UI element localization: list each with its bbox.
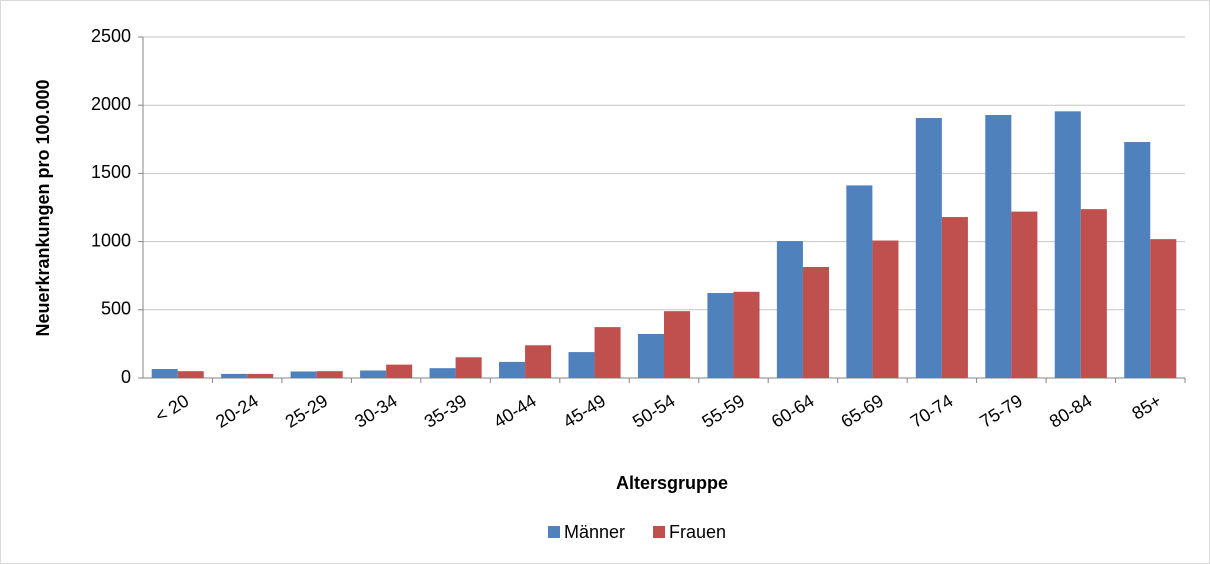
bar — [802, 266, 829, 378]
legend-swatch — [548, 526, 560, 538]
bar — [1054, 111, 1081, 378]
bar — [1150, 239, 1177, 378]
legend-swatch — [653, 526, 666, 538]
bar — [664, 311, 691, 378]
bar — [1124, 142, 1151, 378]
bar — [568, 352, 595, 378]
bar — [290, 371, 317, 378]
bar — [525, 345, 552, 378]
bar — [386, 364, 413, 378]
legend-label: Frauen — [669, 522, 726, 542]
bar — [499, 361, 526, 378]
y-tick-label: 500 — [101, 299, 131, 319]
legend-label: Männer — [564, 522, 625, 542]
y-tick-label: 1000 — [91, 230, 131, 250]
y-tick-label: 0 — [121, 367, 131, 387]
bar — [429, 368, 456, 378]
bar — [985, 115, 1012, 378]
bar — [316, 371, 343, 378]
bar — [915, 118, 942, 378]
bar — [360, 370, 387, 378]
y-tick-label: 2500 — [91, 26, 131, 46]
bar — [1011, 211, 1038, 378]
bar — [221, 373, 248, 378]
bar — [941, 217, 968, 378]
bar — [872, 240, 899, 378]
y-axis-title: Neuerkrankungen pro 100.000 — [33, 79, 53, 336]
x-axis-title: Altersgruppe — [616, 473, 728, 493]
y-tick-label: 1500 — [91, 162, 131, 182]
bar — [151, 368, 178, 378]
bar — [733, 291, 760, 378]
bar — [177, 371, 204, 378]
bar — [247, 373, 274, 378]
bar — [594, 327, 621, 378]
bar — [707, 293, 734, 378]
bar — [1080, 209, 1107, 378]
bar — [776, 241, 803, 378]
bar — [846, 185, 873, 378]
bar — [455, 357, 482, 378]
bar — [637, 333, 664, 378]
y-tick-label: 2000 — [91, 94, 131, 114]
